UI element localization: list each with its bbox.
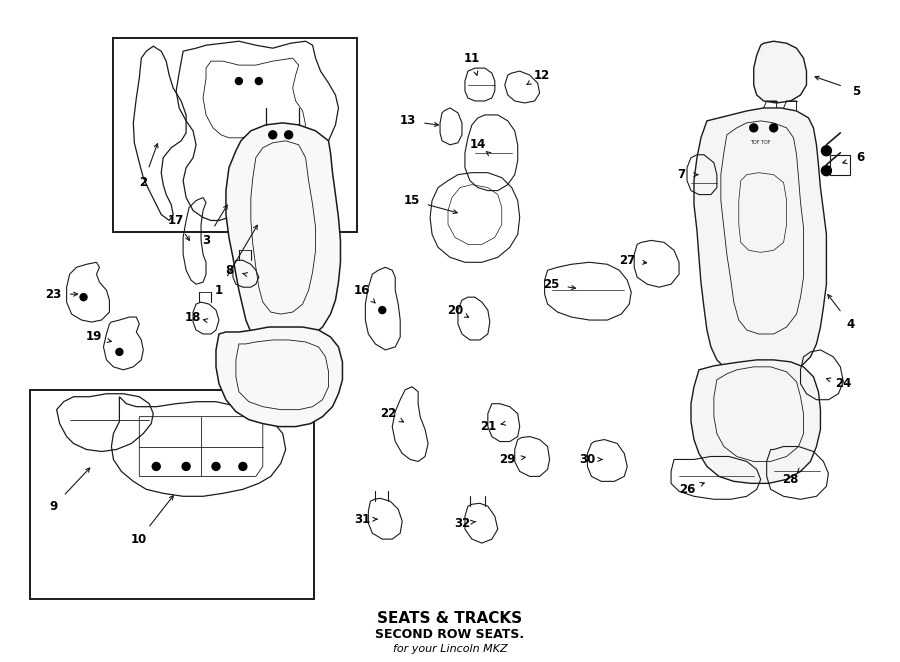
Text: 7: 7 xyxy=(677,168,685,181)
Text: 19: 19 xyxy=(86,330,102,344)
Text: 26: 26 xyxy=(679,483,695,496)
Text: 10: 10 xyxy=(131,533,148,545)
Text: 12: 12 xyxy=(534,69,550,81)
Circle shape xyxy=(750,124,758,132)
Circle shape xyxy=(284,131,292,139)
Text: 17: 17 xyxy=(168,214,184,227)
Circle shape xyxy=(822,166,832,175)
Text: 32: 32 xyxy=(454,516,470,530)
Text: TOF TOF: TOF TOF xyxy=(751,140,771,145)
Polygon shape xyxy=(691,360,821,483)
Polygon shape xyxy=(694,108,826,377)
Circle shape xyxy=(238,463,247,471)
Circle shape xyxy=(212,463,220,471)
Circle shape xyxy=(379,307,386,314)
Text: 18: 18 xyxy=(184,310,202,324)
Text: 2: 2 xyxy=(140,176,148,189)
Text: 3: 3 xyxy=(202,234,210,247)
Text: 13: 13 xyxy=(400,115,417,127)
Circle shape xyxy=(152,463,160,471)
Bar xyxy=(113,38,357,232)
Text: 31: 31 xyxy=(355,512,371,526)
Polygon shape xyxy=(216,327,343,426)
Text: 9: 9 xyxy=(50,500,58,513)
Circle shape xyxy=(116,348,123,355)
Circle shape xyxy=(182,463,190,471)
Circle shape xyxy=(256,77,262,85)
Text: 25: 25 xyxy=(544,277,560,291)
Text: 6: 6 xyxy=(856,151,864,164)
Text: 29: 29 xyxy=(500,453,516,466)
Text: 22: 22 xyxy=(380,407,396,420)
Text: 15: 15 xyxy=(404,194,420,207)
Circle shape xyxy=(269,131,276,139)
Circle shape xyxy=(822,146,832,156)
Text: 24: 24 xyxy=(835,377,851,391)
Text: 4: 4 xyxy=(846,318,854,330)
Text: 23: 23 xyxy=(46,288,62,301)
Text: for your Lincoln MKZ: for your Lincoln MKZ xyxy=(392,643,508,653)
Circle shape xyxy=(80,294,87,301)
Polygon shape xyxy=(753,41,806,103)
Polygon shape xyxy=(226,123,340,344)
Text: 21: 21 xyxy=(480,420,496,433)
Text: 28: 28 xyxy=(782,473,799,486)
Text: 11: 11 xyxy=(464,52,480,65)
Text: 14: 14 xyxy=(470,138,486,152)
Circle shape xyxy=(770,124,778,132)
Text: 30: 30 xyxy=(580,453,596,466)
Text: 16: 16 xyxy=(355,284,371,297)
Text: SECOND ROW SEATS.: SECOND ROW SEATS. xyxy=(375,628,525,641)
Text: 8: 8 xyxy=(225,263,233,277)
Text: 1: 1 xyxy=(215,284,223,297)
Text: 27: 27 xyxy=(619,254,635,267)
Text: SEATS & TRACKS: SEATS & TRACKS xyxy=(377,611,523,626)
Text: 5: 5 xyxy=(852,85,860,97)
Text: 20: 20 xyxy=(447,304,464,316)
Bar xyxy=(30,390,313,599)
Circle shape xyxy=(236,77,242,85)
